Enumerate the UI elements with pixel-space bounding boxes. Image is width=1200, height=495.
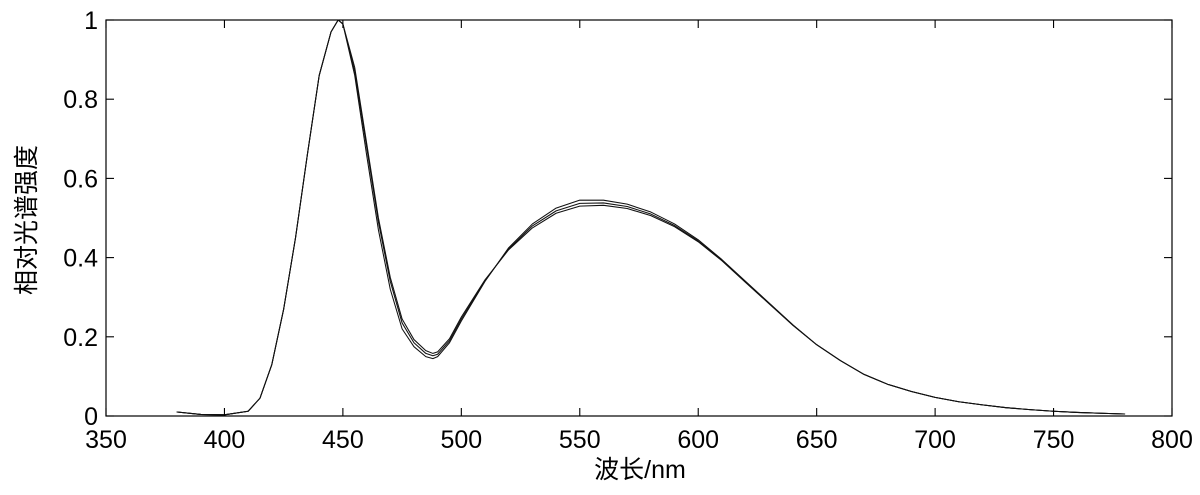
x-tick-label: 600 [677,426,719,454]
x-tick-label: 650 [796,426,838,454]
plot-area [105,19,1173,417]
y-axis-title: 相对光谱强度 [13,145,41,295]
axis-ticks: 350 400 450 500 550 600 650 700 750 800 0 0.2 0.4 0.6… [63,7,1193,454]
x-tick-label: 350 [85,426,127,454]
y-tick-label: 0.6 [63,165,98,193]
y-tick-label: 0.8 [63,86,98,114]
y-tick-label: 1 [84,7,98,35]
x-tick-label: 800 [1151,426,1193,454]
series-layer [176,19,1126,416]
x-tick-label: 400 [204,426,246,454]
x-tick-label: 500 [440,426,482,454]
y-tick-label: 0.4 [63,245,98,273]
spectrum-series-3 [176,19,1126,416]
spectrum-series-2 [176,19,1126,416]
y-tick-label: 0 [84,403,98,431]
x-tick-label: 450 [322,426,364,454]
x-axis-title: 波长/nm [594,456,686,484]
x-tick-label: 550 [559,426,601,454]
x-tick-label: 750 [1033,426,1075,454]
plot-frame [105,19,1173,417]
y-tick-label: 0.2 [63,324,98,352]
x-tick-label: 700 [914,426,956,454]
spectrum-series-1 [176,19,1126,416]
